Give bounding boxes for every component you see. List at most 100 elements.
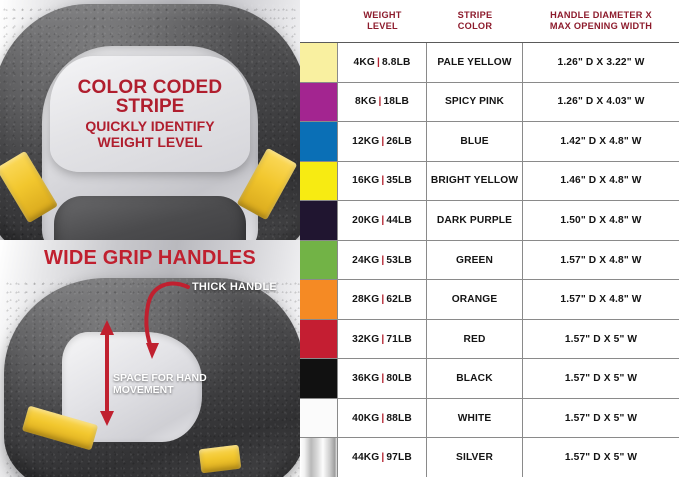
cell-weight-level: 28KG | 62LB <box>338 280 427 319</box>
color-swatch <box>300 240 338 280</box>
header-weight-line2: LEVEL <box>367 21 398 31</box>
weight-separator: | <box>381 333 385 345</box>
cell-dimensions: 1.57" D X 5" W <box>564 452 638 464</box>
weight-lb: 53LB <box>386 254 412 266</box>
cell-stripe-color: SPICY PINK <box>427 82 523 122</box>
color-swatch <box>300 201 338 240</box>
weight-kg: 4KG <box>353 56 375 68</box>
weight-lb: 88LB <box>386 412 412 424</box>
space-label-line2: MOVEMENT <box>113 384 174 397</box>
cell-stripe-color: RED <box>427 319 523 359</box>
weight-separator: | <box>378 96 382 108</box>
weight-lb: 71LB <box>386 333 412 345</box>
table-row: 40KG | 88LB WHITE 1.57" D X 5" W <box>300 398 679 439</box>
kettlebell-body-top <box>54 196 246 240</box>
header-weight-level: WEIGHT LEVEL <box>338 0 427 42</box>
cell-stripe-color: BLACK <box>427 359 523 398</box>
weight-separator: | <box>381 452 385 464</box>
header-stripe-color: STRIPE COLOR <box>427 0 523 42</box>
header-dimensions: HANDLE DIAMETER X MAX OPENING WIDTH <box>523 0 679 42</box>
weight-lb: 80LB <box>386 373 412 385</box>
weight-lb: 8.8LB <box>381 56 411 68</box>
cell-dimensions: 1.57" D X 5" W <box>564 412 638 424</box>
color-swatch <box>300 359 338 398</box>
weight-separator: | <box>381 254 385 266</box>
weight-kg: 24KG <box>352 254 380 266</box>
weight-kg: 44KG <box>352 452 380 464</box>
cell-dimensions: 1.57" D X 5" W <box>564 333 638 345</box>
table-header-row: WEIGHT LEVEL STRIPE COLOR HANDLE DIAMETE… <box>300 0 679 43</box>
cell-stripe-color: BRIGHT YELLOW <box>427 161 523 201</box>
color-swatch <box>300 82 338 122</box>
cell-stripe-color: BLUE <box>427 122 523 161</box>
cell-stripe-color: GREEN <box>427 240 523 280</box>
weight-kg: 16KG <box>352 175 380 187</box>
weight-lb: 62LB <box>386 294 412 306</box>
header-color-line1: STRIPE <box>457 9 493 20</box>
cell-dimensions: 1.57" D X 5" W <box>564 373 638 385</box>
cell-weight-level: 16KG | 35LB <box>338 161 427 201</box>
cell-weight-level: 40KG | 88LB <box>338 398 427 438</box>
cell-weight-level: 8KG | 18LB <box>338 82 427 122</box>
table-row: 16KG | 35LB BRIGHT YELLOW 1.46" D X 4.8" W <box>300 161 679 202</box>
cell-dimensions: 1.26" D X 4.03" W <box>557 96 645 108</box>
cell-stripe-color: SILVER <box>427 438 523 477</box>
header-dim-line2: MAX OPENING WIDTH <box>549 21 653 31</box>
weight-lb: 26LB <box>386 135 412 147</box>
weight-lb: 35LB <box>386 175 412 187</box>
header-color-line2: COLOR <box>457 21 493 31</box>
cell-dimensions: 1.46" D X 4.8" W <box>560 175 642 187</box>
weight-separator: | <box>381 135 385 147</box>
callout-title-line1: COLOR CODED <box>77 76 223 98</box>
weight-separator: | <box>381 214 385 226</box>
cell-weight-level: 24KG | 53LB <box>338 240 427 280</box>
color-stripe-bottom-right <box>198 444 242 474</box>
cell-weight-level: 20KG | 44LB <box>338 201 427 240</box>
cell-weight-level: 32KG | 71LB <box>338 319 427 359</box>
table-row: 36KG | 80LB BLACK 1.57" D X 5" W <box>300 359 679 399</box>
table-row: 28KG | 62LB ORANGE 1.57" D X 4.8" W <box>300 280 679 320</box>
weight-separator: | <box>381 294 385 306</box>
table-row: 32KG | 71LB RED 1.57" D X 5" W <box>300 319 679 360</box>
thick-handle-label: THICK HANDLE <box>192 281 277 293</box>
color-swatch <box>300 161 338 201</box>
weight-kg: 20KG <box>352 214 380 226</box>
table-row: 4KG | 8.8LB PALE YELLOW 1.26" D X 3.22" W <box>300 43 679 83</box>
cell-stripe-color: DARK PURPLE <box>427 201 523 240</box>
table-row: 20KG | 44LB DARK PURPLE 1.50" D X 4.8" W <box>300 201 679 241</box>
photo-color-coded-stripe: COLOR CODED STRIPE QUICKLY IDENTIFY WEIG… <box>0 0 300 240</box>
weight-separator: | <box>381 175 385 187</box>
color-swatch <box>300 280 338 319</box>
weight-separator: | <box>376 56 380 68</box>
cell-weight-level: 12KG | 26LB <box>338 122 427 161</box>
header-swatch-column <box>300 0 338 42</box>
weight-lb: 44LB <box>386 214 412 226</box>
product-image-column: COLOR CODED STRIPE QUICKLY IDENTIFY WEIG… <box>0 0 300 477</box>
table-row: 8KG | 18LB SPICY PINK 1.26" D X 4.03" W <box>300 82 679 123</box>
weight-kg: 12KG <box>352 135 380 147</box>
header-dim-line1: HANDLE DIAMETER X <box>550 9 652 20</box>
color-swatch <box>300 438 338 477</box>
cell-stripe-color: ORANGE <box>427 280 523 319</box>
cell-dimensions: 1.26" D X 3.22" W <box>557 56 645 68</box>
weight-kg: 8KG <box>355 96 377 108</box>
color-swatch <box>300 122 338 161</box>
space-label-line1: SPACE FOR HAND <box>113 372 207 384</box>
weight-separator: | <box>381 412 385 424</box>
weight-lb: 18LB <box>383 96 409 108</box>
weight-lb: 97LB <box>386 452 412 464</box>
table-row: 24KG | 53LB GREEN 1.57" D X 4.8" W <box>300 240 679 281</box>
header-weight-line1: WEIGHT <box>363 9 402 20</box>
weight-separator: | <box>381 373 385 385</box>
weight-kg: 36KG <box>352 373 380 385</box>
table-row: 44KG | 97LB SILVER 1.57" D X 5" W <box>300 438 679 477</box>
cell-stripe-color: WHITE <box>427 398 523 438</box>
color-swatch <box>300 319 338 359</box>
callout-title-line2: STRIPE <box>115 96 185 118</box>
cell-dimensions: 1.57" D X 4.8" W <box>560 254 642 266</box>
specs-table: WEIGHT LEVEL STRIPE COLOR HANDLE DIAMETE… <box>300 0 679 477</box>
color-swatch <box>300 43 338 82</box>
color-swatch <box>300 398 338 438</box>
space-for-hand-label: SPACE FOR HAND MOVEMENT <box>113 372 223 397</box>
callout-subtitle-line2: WEIGHT LEVEL <box>97 133 203 150</box>
